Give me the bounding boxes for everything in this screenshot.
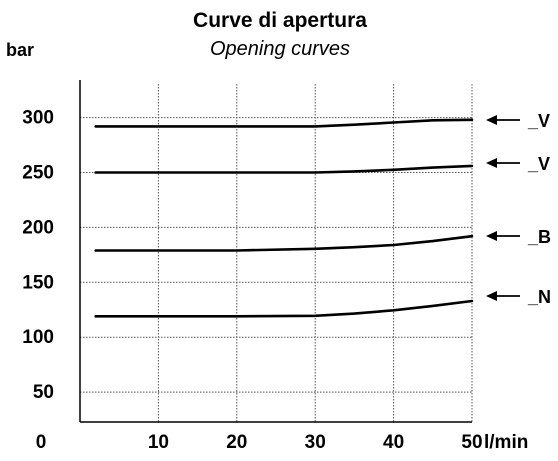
curve-label: _N [527,287,551,307]
grid [80,84,473,422]
arrow-left-icon [486,291,497,301]
y-tick-label: 250 [22,163,54,184]
chart-subtitle: Opening curves [210,38,350,60]
x-tick-label: 20 [226,432,247,453]
curve-label: _V [527,111,550,131]
curves [94,118,474,318]
curve-line [94,234,474,252]
curve-line [94,118,474,128]
curve-label: _B [527,227,551,247]
y-tick-labels: 50 100 150 200 250 300 [22,108,54,404]
chart-title: Curve di apertura [193,9,367,32]
x-tick-labels: 0 10 20 30 40 50 l/min [36,432,529,453]
y-tick-label: 50 [33,382,54,403]
curve-label: _V [527,154,550,174]
curve-labels: _V _V _B _N [486,111,551,307]
y-tick-label: 100 [22,327,54,348]
arrow-left-icon [486,115,497,125]
x-tick-label: 0 [36,432,47,453]
y-tick-label: 300 [22,108,54,129]
axes [79,80,472,423]
x-axis-unit: l/min [484,432,528,453]
x-tick-label: 30 [305,432,326,453]
curve-line [94,299,474,318]
x-tick-label: 10 [148,432,169,453]
arrow-left-icon [486,158,497,168]
y-tick-label: 150 [22,272,54,293]
curve-line [94,164,474,174]
x-tick-label: 50 [461,432,482,453]
x-tick-label: 40 [383,432,404,453]
arrow-left-icon [486,231,497,241]
y-tick-label: 200 [22,217,54,238]
y-axis-label: bar [6,40,34,60]
